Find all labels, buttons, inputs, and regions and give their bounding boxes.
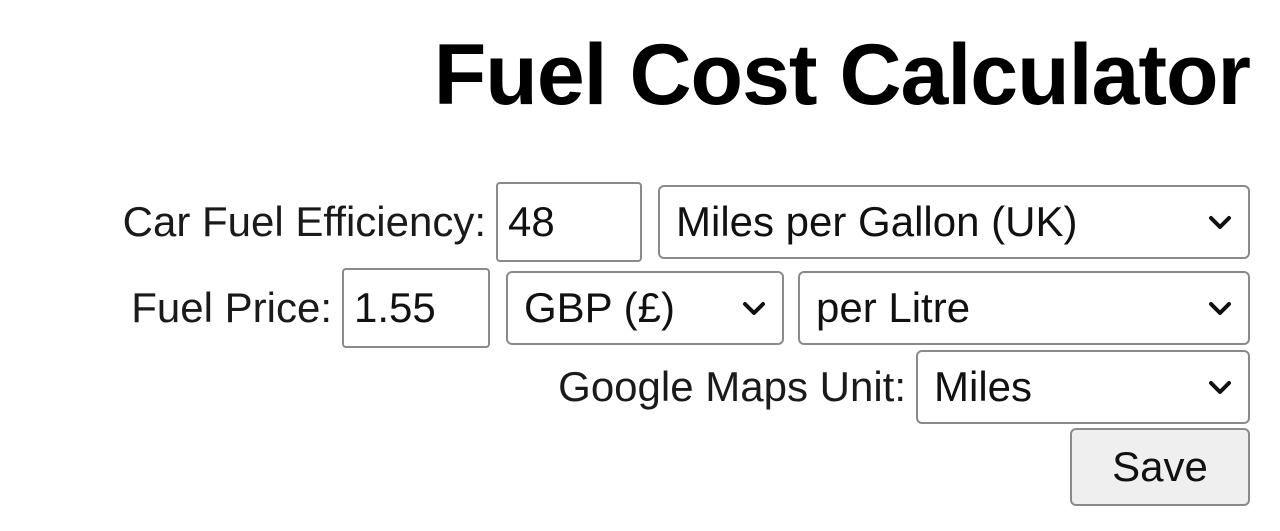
fuel-price-row: Fuel Price: 1.55 GBP (£) per Litre	[131, 268, 1250, 348]
google-maps-unit-row: Google Maps Unit: Miles	[558, 350, 1250, 424]
chevron-down-icon	[1209, 216, 1231, 229]
fuel-price-value: 1.55	[354, 284, 436, 331]
fuel-price-input[interactable]: 1.55	[342, 268, 490, 348]
efficiency-unit-selected: Miles per Gallon (UK)	[676, 198, 1078, 245]
chevron-down-icon	[743, 302, 765, 315]
save-button[interactable]: Save	[1070, 428, 1250, 506]
fuel-efficiency-value: 48	[508, 198, 555, 245]
google-maps-unit-select[interactable]: Miles	[916, 350, 1250, 424]
price-per-selected: per Litre	[816, 284, 971, 331]
actions-row: Save	[1070, 428, 1250, 506]
page-title: Fuel Cost Calculator	[433, 27, 1251, 123]
chevron-down-icon	[1209, 381, 1231, 394]
chevron-down-icon	[1209, 302, 1231, 315]
efficiency-unit-select[interactable]: Miles per Gallon (UK)	[658, 185, 1250, 259]
currency-select[interactable]: GBP (£)	[506, 271, 784, 345]
fuel-efficiency-input[interactable]: 48	[496, 182, 642, 262]
google-maps-unit-label: Google Maps Unit:	[558, 363, 906, 410]
price-per-select[interactable]: per Litre	[798, 271, 1250, 345]
fuel-efficiency-label: Car Fuel Efficiency:	[122, 198, 486, 245]
fuel-efficiency-row: Car Fuel Efficiency: 48 Miles per Gallon…	[123, 182, 1250, 262]
fuel-price-label: Fuel Price:	[131, 284, 332, 331]
google-maps-unit-selected: Miles	[934, 363, 1033, 410]
currency-selected: GBP (£)	[524, 284, 675, 331]
